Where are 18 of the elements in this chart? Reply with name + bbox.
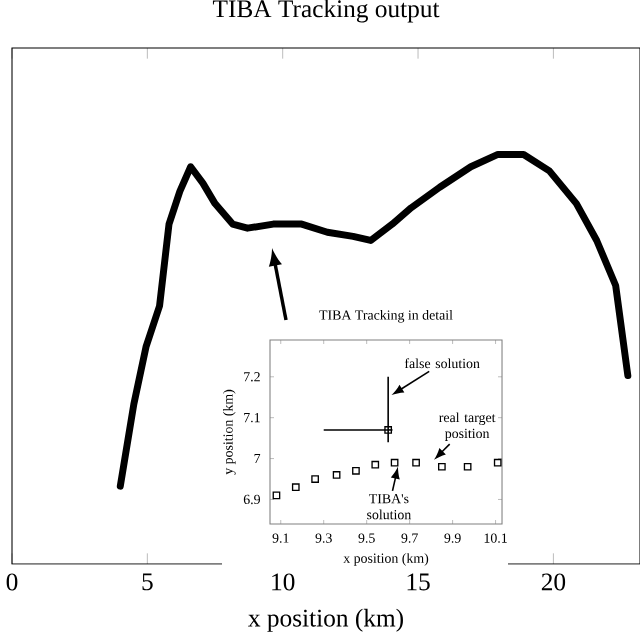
x-tick-label: 0 — [6, 573, 18, 591]
point — [463, 462, 472, 471]
point — [412, 458, 420, 467]
point — [272, 491, 281, 500]
point — [352, 466, 360, 475]
point — [438, 462, 446, 471]
point — [390, 458, 399, 467]
point — [311, 475, 319, 483]
x-tick-label: 20 — [541, 573, 566, 591]
x-axis-title: x position (km) — [248, 608, 403, 632]
x-tick-label: 5 — [142, 573, 153, 591]
point — [493, 458, 502, 467]
point — [371, 460, 380, 469]
x-tick-label: 15 — [407, 573, 430, 591]
x-tick-label: 10 — [272, 573, 295, 591]
point — [291, 483, 300, 492]
chart-title: TIBA Tracking output — [212, 0, 440, 23]
point — [332, 471, 341, 479]
